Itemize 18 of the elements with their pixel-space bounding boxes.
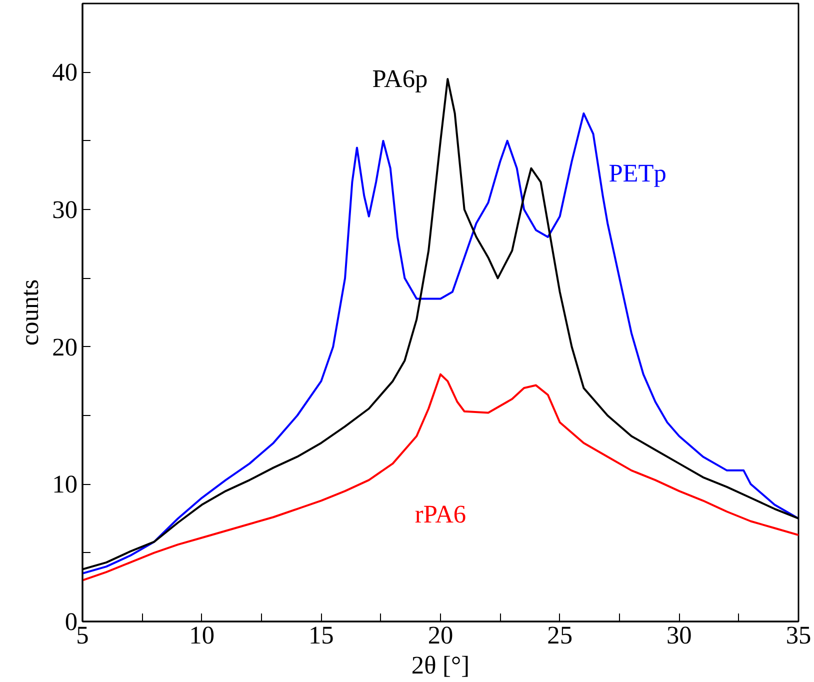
x-tick-label: 5 bbox=[76, 622, 89, 650]
x-tick-label: 15 bbox=[308, 622, 334, 650]
y-tick-label: 0 bbox=[64, 608, 78, 636]
series-label: PA6p bbox=[372, 65, 428, 94]
y-tick-label: 10 bbox=[52, 470, 78, 499]
x-tick-label: 35 bbox=[786, 622, 812, 650]
series-label: PETp bbox=[608, 159, 666, 188]
x-tick-label: 10 bbox=[189, 622, 214, 650]
series-label: rPA6 bbox=[414, 500, 466, 528]
y-tick-label: 40 bbox=[52, 58, 78, 87]
y-axis-title: counts bbox=[16, 279, 44, 346]
x-tick-label: 20 bbox=[428, 622, 454, 650]
y-tick-label: 20 bbox=[52, 333, 78, 362]
y-tick-label: 30 bbox=[52, 196, 78, 224]
x-axis-title: 2θ [°] bbox=[411, 652, 470, 680]
line-series bbox=[82, 373, 798, 582]
x-tick-label: 30 bbox=[666, 622, 692, 650]
x-tick-label: 25 bbox=[547, 622, 572, 650]
